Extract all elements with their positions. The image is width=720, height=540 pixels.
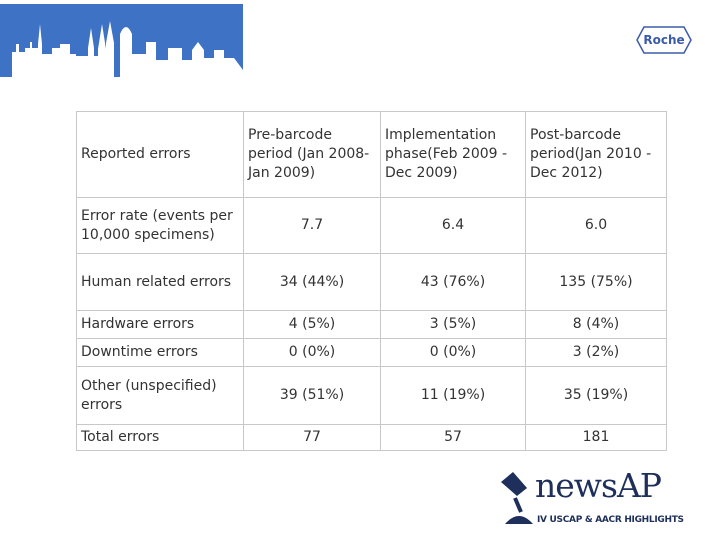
cell: 181	[525, 424, 667, 451]
cell: 3 (2%)	[525, 338, 667, 367]
roche-logo: Roche	[636, 26, 692, 54]
row-label: Downtime errors	[76, 338, 244, 367]
table-row: Other (unspecified) errors 39 (51%) 11 (19…	[76, 366, 667, 425]
header-row: Reported errors Pre-barcode period (Jan 2…	[76, 111, 667, 198]
table-body: Reported errors Pre-barcode period (Jan 2…	[76, 111, 667, 451]
cell: 77	[243, 424, 381, 451]
newsap-icon	[501, 472, 533, 524]
row-label: Other (unspecified) errors	[76, 366, 244, 425]
newsap-logo: newsAP	[535, 466, 662, 505]
cell: 57	[380, 424, 526, 451]
row-label: Hardware errors	[76, 310, 244, 339]
row-label: Reported errors	[76, 111, 244, 198]
cell: 0 (0%)	[243, 338, 381, 367]
table-row: Error rate (events per 10,000 specimens)…	[76, 197, 667, 254]
table-row: Hardware errors 4 (5%) 3 (5%) 8 (4%)	[76, 310, 667, 339]
table-row: Total errors 77 57 181	[76, 424, 667, 451]
cell: 7.7	[243, 197, 381, 254]
cell: 34 (44%)	[243, 253, 381, 311]
column-header: Implementation phase(Feb 2009 -Dec 2009)	[380, 111, 526, 198]
cell: 35 (19%)	[525, 366, 667, 425]
cell: 135 (75%)	[525, 253, 667, 311]
column-header: Post-barcode period(Jan 2010 -Dec 2012)	[525, 111, 667, 198]
table-row: Human related errors 34 (44%) 43 (76%) 135 …	[76, 253, 667, 311]
roche-text: Roche	[643, 33, 685, 47]
cell: 8 (4%)	[525, 310, 667, 339]
city-banner	[0, 4, 243, 77]
roche-hexagon	[636, 26, 692, 54]
cell: 11 (19%)	[380, 366, 526, 425]
row-label: Error rate (events per 10,000 specimens)	[76, 197, 244, 254]
cell: 39 (51%)	[243, 366, 381, 425]
cell: 43 (76%)	[380, 253, 526, 311]
column-header: Pre-barcode period (Jan 2008-Jan 2009)	[243, 111, 381, 198]
table-row: Downtime errors 0 (0%) 0 (0%) 3 (2%)	[76, 338, 667, 367]
row-label: Human related errors	[76, 253, 244, 311]
cell: 6.0	[525, 197, 667, 254]
cell: 4 (5%)	[243, 310, 381, 339]
row-label: Total errors	[76, 424, 244, 451]
cell: 3 (5%)	[380, 310, 526, 339]
cell: 6.4	[380, 197, 526, 254]
cell: 0 (0%)	[380, 338, 526, 367]
newsap-tagline: IV USCAP & AACR HIGHLIGHTS	[537, 515, 684, 525]
error-table: Reported errors Pre-barcode period (Jan 2…	[76, 111, 667, 451]
